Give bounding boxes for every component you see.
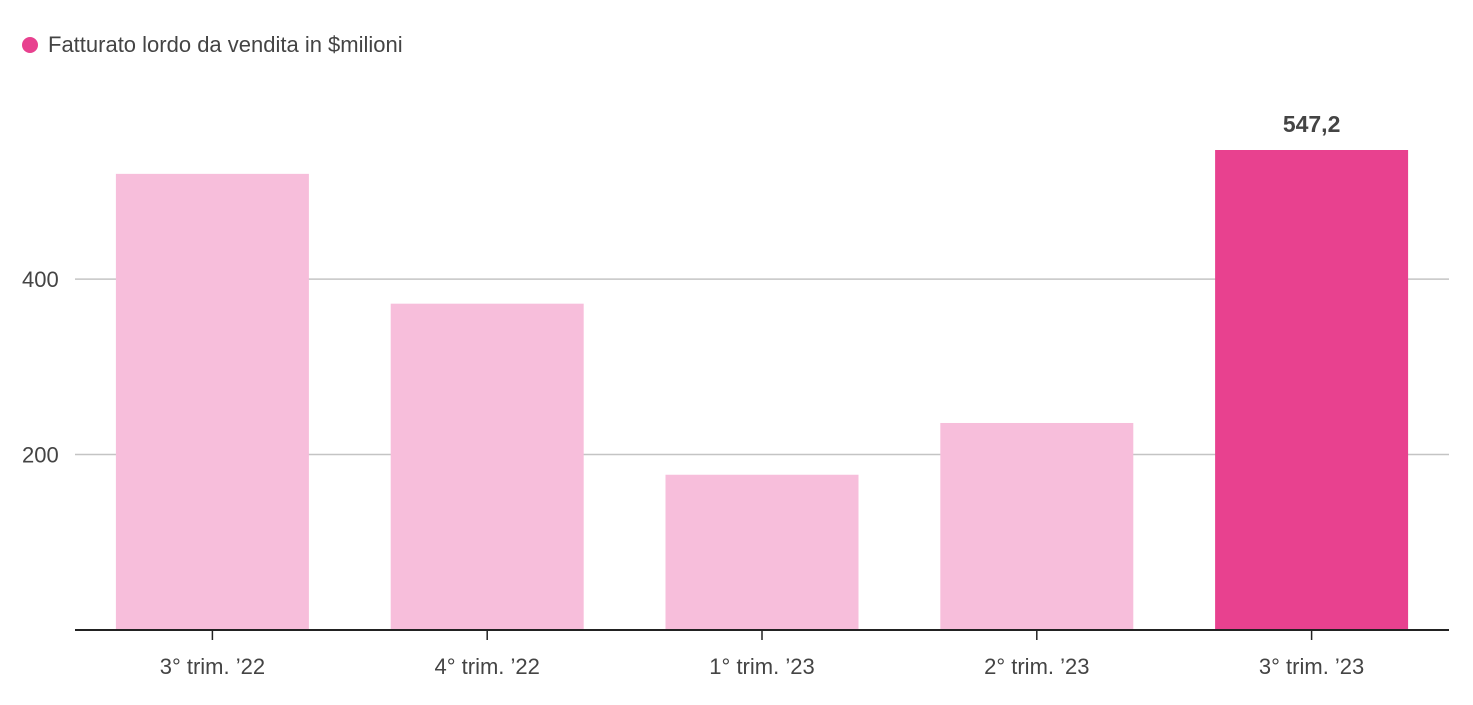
legend-label: Fatturato lordo da vendita in $milioni	[48, 32, 403, 57]
legend: Fatturato lordo da vendita in $milioni	[22, 32, 403, 58]
x-tick-label: 2° trim. ’23	[984, 654, 1089, 679]
y-tick-label: 200	[22, 443, 59, 468]
x-tick-label: 1° trim. ’23	[709, 654, 814, 679]
labels-layer: 200 400 3° trim. ’22 4° trim. ’22 1° trim. ’…	[22, 111, 1364, 679]
bar	[115, 173, 309, 630]
axis-layer	[75, 629, 1449, 640]
bars-layer	[115, 150, 1409, 630]
legend-dot-icon	[22, 37, 38, 53]
bar	[1215, 150, 1409, 630]
y-tick-label: 400	[22, 267, 59, 292]
x-tick-label: 3° trim. ’23	[1259, 654, 1364, 679]
bar	[940, 422, 1134, 630]
bar	[390, 303, 584, 630]
x-tick-label: 3° trim. ’22	[160, 654, 265, 679]
data-label: 547,2	[1283, 111, 1341, 137]
bar	[665, 474, 859, 630]
x-tick-label: 4° trim. ’22	[435, 654, 540, 679]
